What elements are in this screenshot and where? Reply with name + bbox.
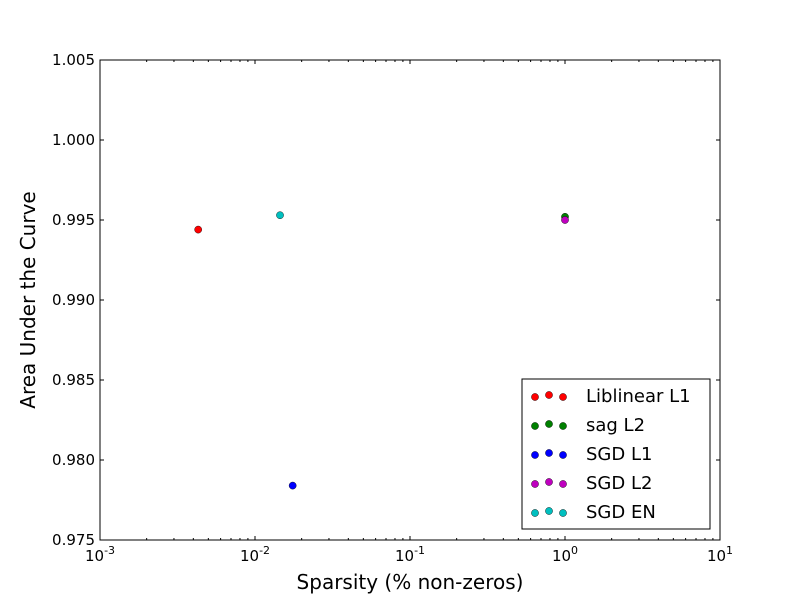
legend-marker <box>531 451 539 459</box>
x-tick-label: 101 <box>707 544 733 565</box>
y-axis-ticks: 0.975 0.980 0.985 0.990 0.995 1.000 1.005 <box>52 51 720 549</box>
y-tick-label: 0.975 <box>52 531 95 549</box>
legend-marker <box>545 478 553 486</box>
legend-marker <box>545 507 553 515</box>
x-axis-ticks: 10-3 10-2 10-1 100 101 <box>85 60 733 565</box>
data-point <box>288 481 297 490</box>
legend-label: SGD EN <box>586 502 656 523</box>
x-tick-label: 10-3 <box>85 544 115 565</box>
y-axis-title: Area Under the Curve <box>16 191 40 408</box>
y-tick-label: 0.995 <box>52 211 95 229</box>
y-tick-label: 0.985 <box>52 371 95 389</box>
y-tick-label: 1.000 <box>52 131 95 149</box>
legend-marker <box>559 393 567 401</box>
legend-marker <box>559 509 567 517</box>
y-tick-label: 1.005 <box>52 51 95 69</box>
data-points <box>194 211 569 490</box>
y-tick-label: 0.980 <box>52 451 95 469</box>
legend-marker <box>559 480 567 488</box>
legend-marker <box>531 393 539 401</box>
legend-marker <box>559 451 567 459</box>
x-tick-label: 10-1 <box>395 544 425 565</box>
x-tick-label: 100 <box>552 544 578 565</box>
legend: Liblinear L1 sag L2 SGD L1 SGD L2 SGD EN <box>521 378 711 530</box>
legend-label: SGD L2 <box>586 473 652 494</box>
legend-marker <box>545 391 553 399</box>
data-point <box>194 225 202 234</box>
data-point <box>276 211 284 219</box>
legend-label: Liblinear L1 <box>586 386 691 407</box>
legend-marker <box>531 480 539 488</box>
plot-frame <box>99 59 721 541</box>
legend-label: SGD L1 <box>586 444 652 465</box>
x-axis-title: Sparsity (% non-zeros) <box>297 570 524 594</box>
legend-marker <box>545 420 553 428</box>
legend-marker <box>545 449 553 457</box>
data-point <box>561 216 569 224</box>
y-tick-label: 0.990 <box>52 291 95 309</box>
legend-marker <box>559 422 567 430</box>
legend-box <box>521 378 711 530</box>
legend-marker <box>531 422 539 430</box>
legend-marker <box>531 509 539 517</box>
legend-label: sag L2 <box>586 415 645 436</box>
x-tick-label: 10-2 <box>240 544 270 565</box>
